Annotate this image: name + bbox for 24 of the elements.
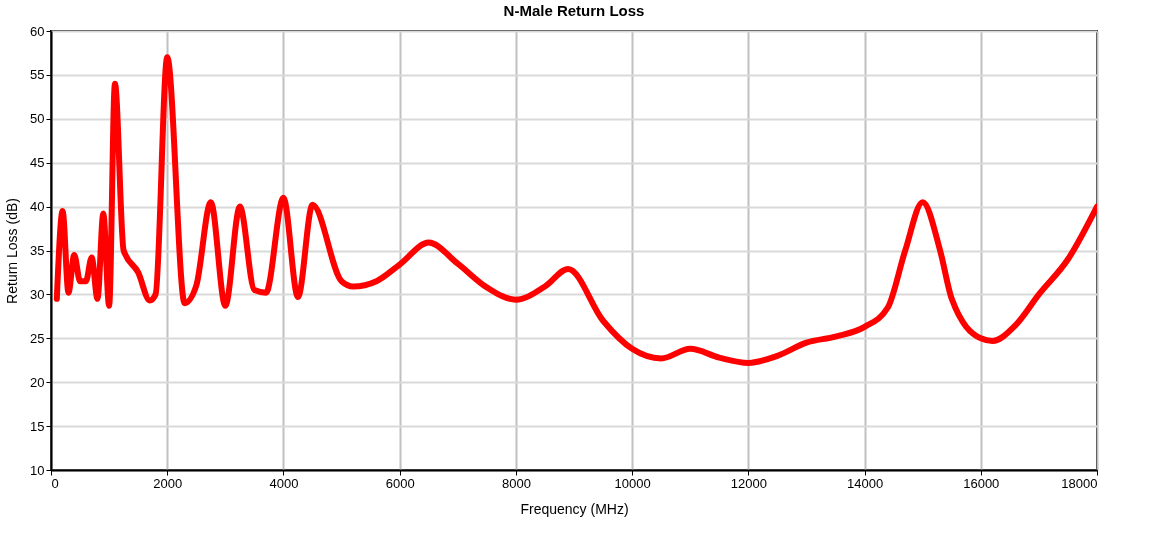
x-tick-label: 6000 [385, 475, 415, 491]
x-tick-label: 4000 [269, 475, 299, 491]
y-tick-label: 60 [30, 23, 45, 39]
y-tick-label: 45 [30, 155, 45, 171]
x-tick-label: 12000 [730, 475, 767, 491]
y-tick-label: 20 [30, 374, 45, 390]
y-tick-label: 15 [30, 418, 45, 434]
y-tick-label: 50 [30, 111, 45, 127]
y-tick-label: 10 [30, 462, 45, 478]
x-axis-title: Frequency (MHz) [520, 500, 629, 517]
x-tick-label: 0 [51, 475, 59, 491]
x-tick-label: 2000 [153, 475, 183, 491]
y-axis-title: Return Loss (dB) [4, 198, 21, 304]
y-tick-label: 35 [30, 243, 45, 258]
y-tick-label: 40 [30, 199, 45, 215]
x-tick-label: 16000 [963, 475, 1000, 491]
y-tick-label: 30 [30, 286, 45, 302]
y-tick-label: 25 [30, 330, 45, 346]
y-tick-label: 55 [30, 67, 45, 83]
chart-title: N-Male Return Loss [503, 2, 645, 19]
x-tick-label: 10000 [614, 475, 651, 491]
x-tick-label: 14000 [846, 475, 884, 491]
x-tick-label: 18000 [1061, 475, 1098, 491]
x-tick-label: 8000 [501, 475, 531, 491]
